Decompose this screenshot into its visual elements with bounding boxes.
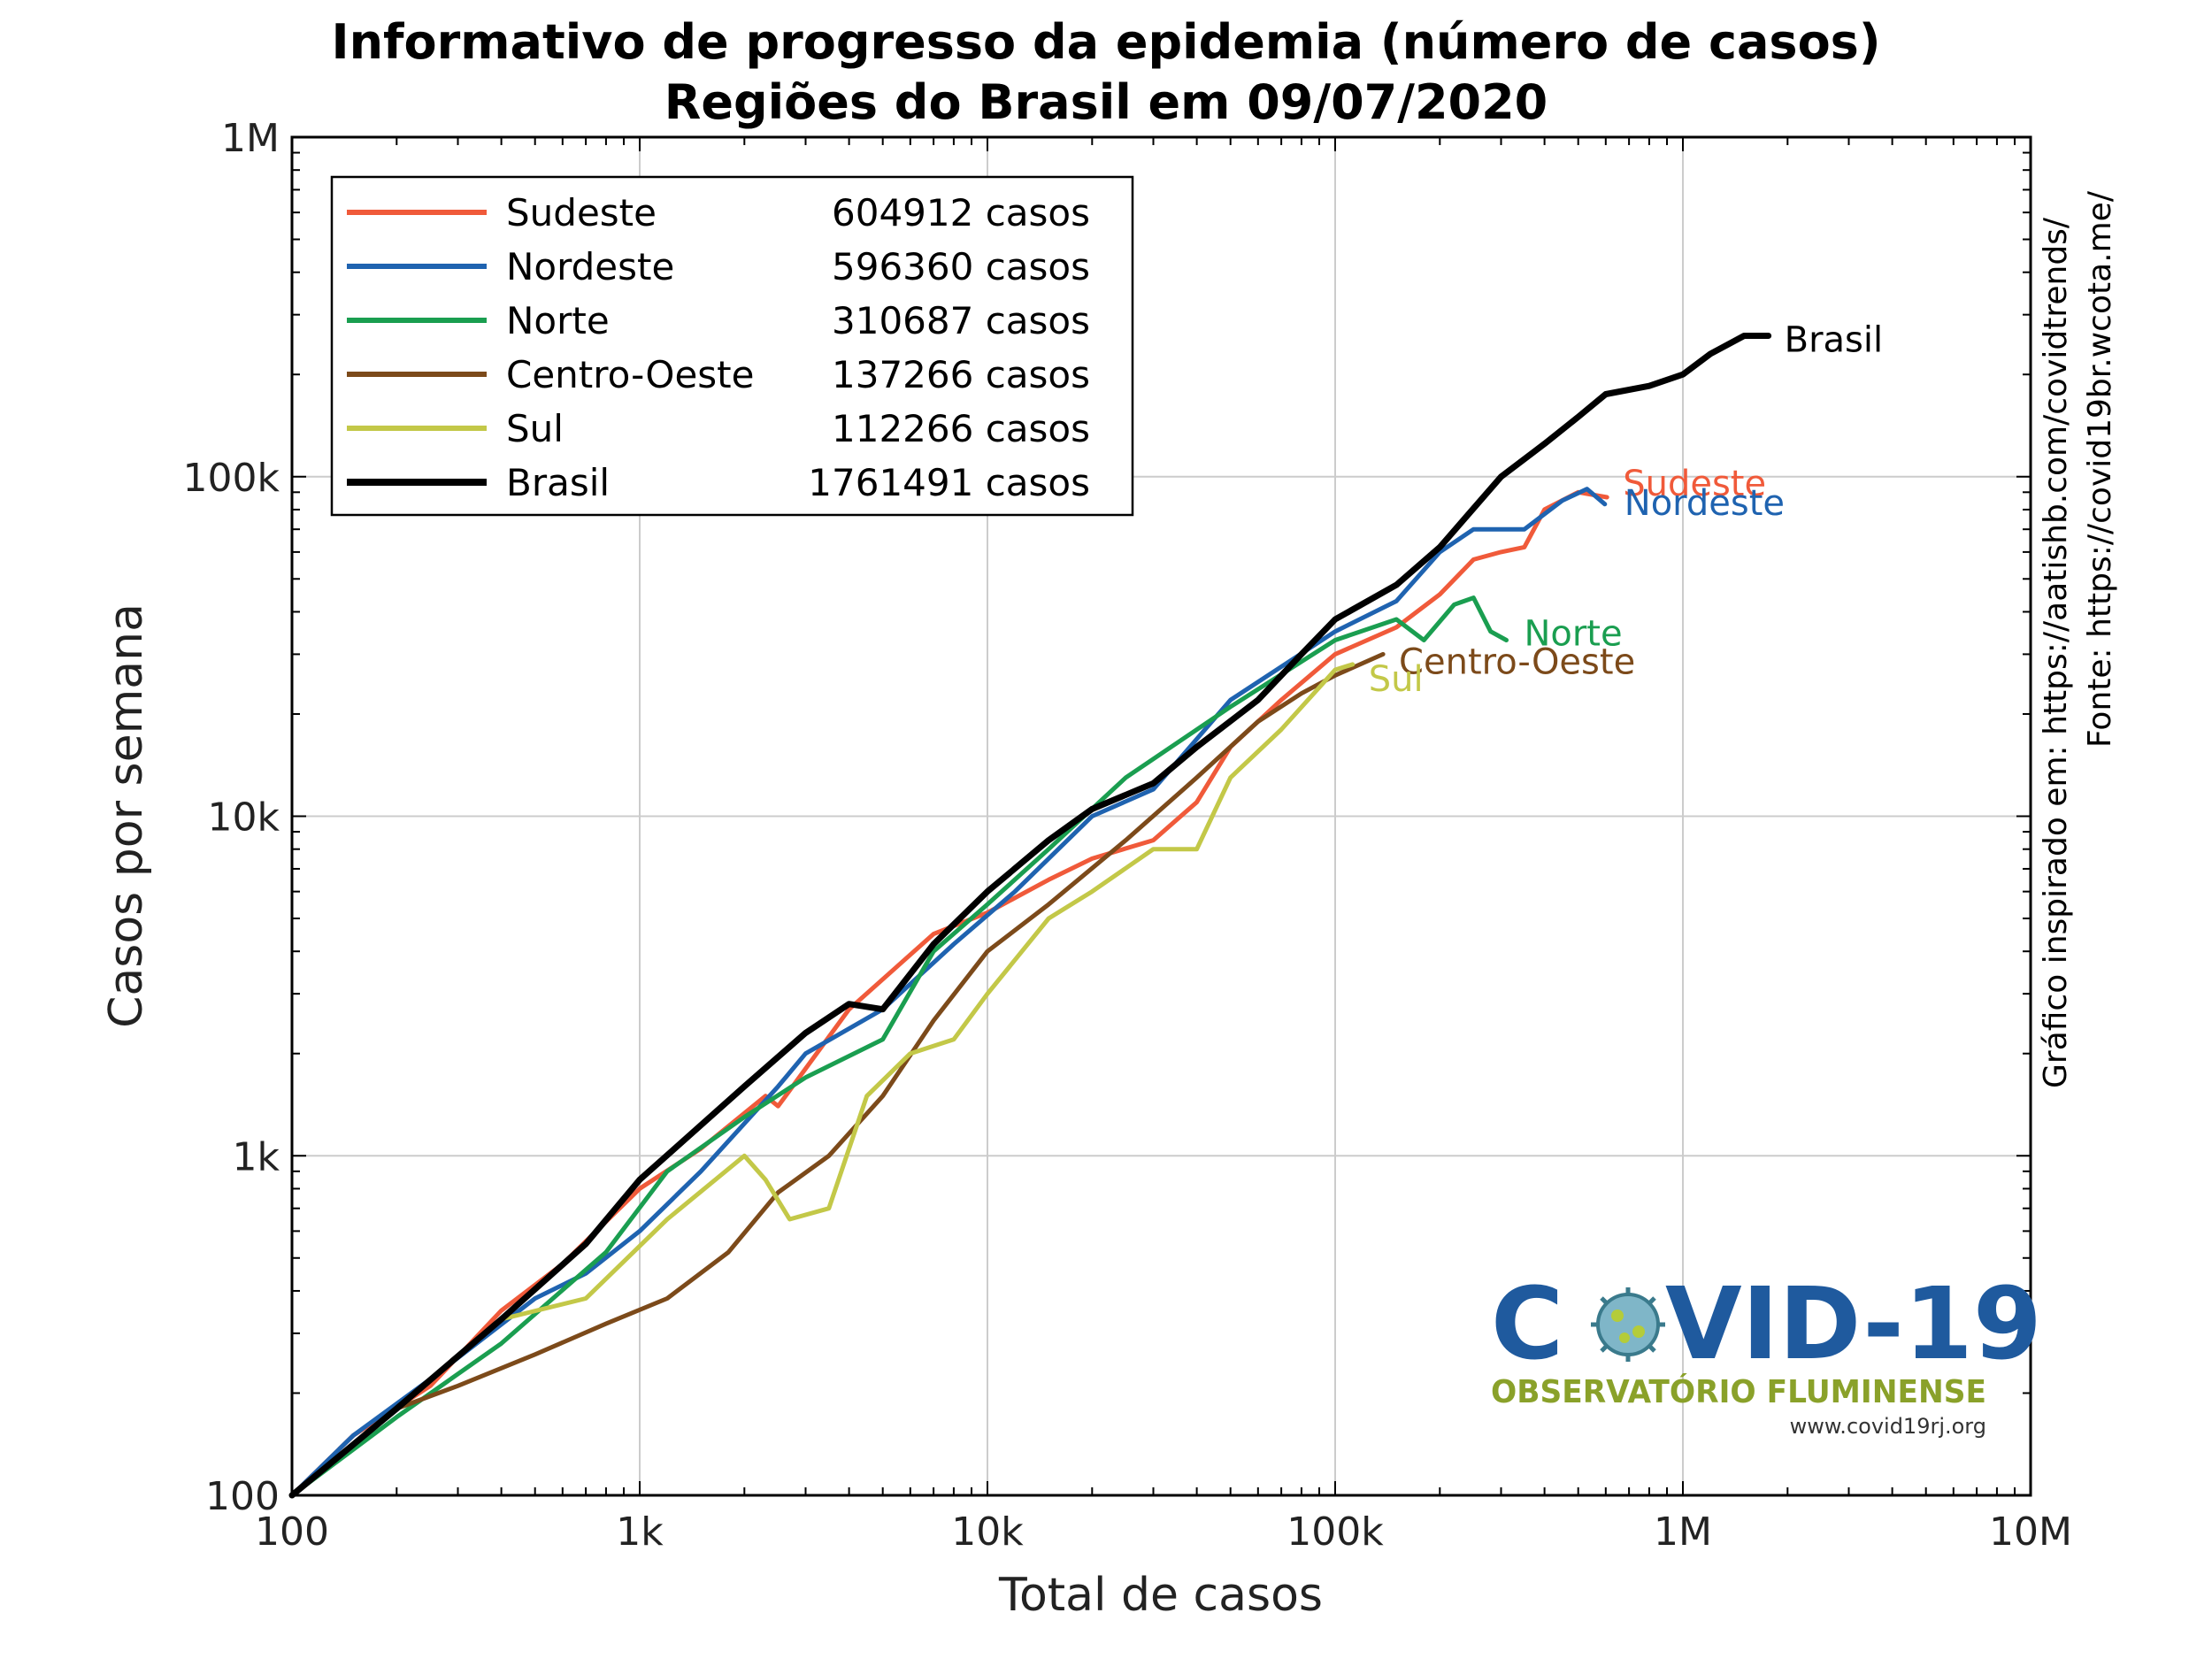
- legend-entry-name: Norte: [506, 299, 610, 342]
- legend-entry-total: 310687 casos: [832, 299, 1090, 342]
- y-axis-label: Casos por semana: [100, 603, 153, 1028]
- plot-frame: [290, 135, 2032, 1497]
- y-tick-label: 1k: [233, 1134, 280, 1179]
- logo-vid-text: VID-19: [1665, 1267, 2042, 1382]
- source-credit: Fonte: https://covid19br.wcota.me/: [2082, 190, 2118, 748]
- legend-entry-total: 137266 casos: [832, 353, 1090, 396]
- series-line-sul: [289, 662, 1356, 1498]
- series-lines: [288, 333, 1772, 1499]
- legend-entry-name: Centro-Oeste: [506, 353, 755, 396]
- legend-entry-total: 604912 casos: [832, 191, 1090, 234]
- chart-subtitle: Regiões do Brasil em 09/07/2020: [664, 74, 1548, 130]
- series-end-label: Nordeste: [1624, 483, 1785, 524]
- logo-subtitle: OBSERVATÓRIO FLUMINENSE: [1491, 1373, 1986, 1410]
- legend-entry-total: 112266 casos: [832, 407, 1090, 450]
- series-line-centro-oeste: [289, 651, 1386, 1498]
- legend-entry-name: Sudeste: [506, 191, 657, 234]
- x-tick-label: 100: [255, 1509, 329, 1555]
- x-tick-label: 100k: [1286, 1509, 1384, 1555]
- series-end-label: Brasil: [1785, 320, 1883, 361]
- legend-entry-total: 596360 casos: [832, 245, 1090, 288]
- x-tick-label: 1k: [616, 1509, 664, 1555]
- series-end-label: Norte: [1524, 614, 1622, 655]
- x-tick-label: 10M: [1989, 1509, 2072, 1555]
- x-tick-labels: 100 1k 10k 100k 1M 10M: [255, 1509, 2072, 1555]
- covid19-logo: C VID-19 OBSERVATÓRIO FLUMINENSE www.cov…: [1491, 1267, 2042, 1439]
- chart-title: Informativo de progresso da epidemia (nú…: [332, 14, 1881, 70]
- virus-icon: [1591, 1287, 1665, 1362]
- x-tick-label: 10k: [951, 1509, 1024, 1555]
- series-line-norte: [289, 595, 1509, 1498]
- y-tick-labels: 100 1k 10k 100k 1M: [183, 116, 280, 1519]
- legend-entry-total: 1761491 casos: [808, 461, 1090, 504]
- legend-entry-name: Brasil: [506, 461, 610, 504]
- x-tick-label: 1M: [1654, 1509, 1712, 1555]
- legend-box: [330, 175, 1134, 517]
- legend-entry-name: Sul: [506, 407, 564, 450]
- logo-url: www.covid19rj.org: [1790, 1414, 1986, 1439]
- series-line-brasil: [288, 333, 1772, 1499]
- legend: Sudeste 604912 casos Nordeste 596360 casos N…: [330, 175, 1134, 517]
- legend-entry-name: Nordeste: [506, 245, 674, 288]
- series-end-label: Centro-Oeste: [1399, 641, 1635, 682]
- logo-c-letter: C: [1491, 1267, 1563, 1382]
- y-tick-label: 10k: [208, 795, 280, 841]
- x-axis-label: Total de casos: [998, 1569, 1323, 1622]
- y-tick-label: 100k: [183, 456, 280, 501]
- series-end-label: Sudeste: [1623, 464, 1766, 504]
- series-end-label: Sul: [1369, 659, 1424, 700]
- inspiration-credit: Gráfico inspirado em: https://aatishb.co…: [2038, 217, 2074, 1088]
- y-tick-label: 100: [205, 1474, 280, 1519]
- y-tick-label: 1M: [221, 116, 280, 161]
